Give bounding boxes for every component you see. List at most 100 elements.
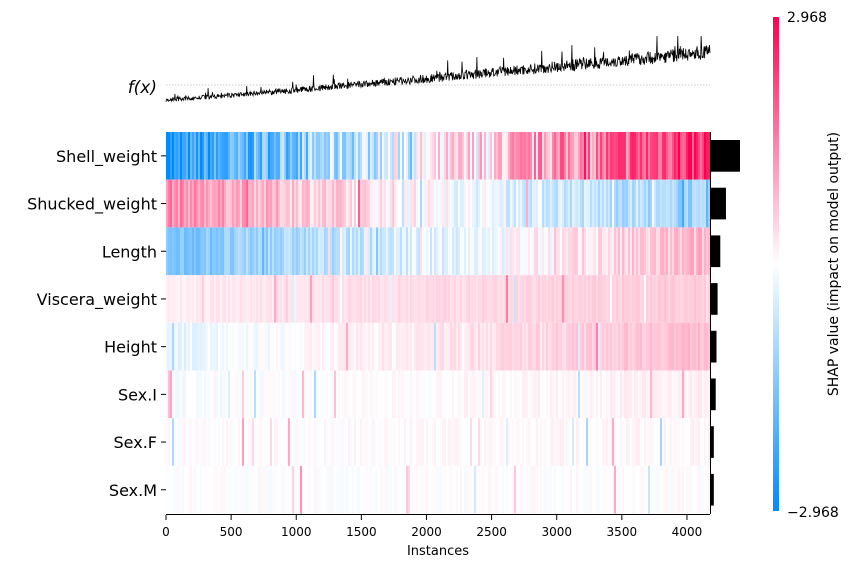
- heatmap-cell: [592, 227, 595, 276]
- heatmap-cell: [696, 132, 699, 180]
- heatmap-cell: [700, 132, 703, 180]
- heatmap-cell: [646, 227, 649, 276]
- heatmap-cell: [222, 418, 225, 466]
- heatmap-cell: [322, 275, 325, 323]
- heatmap-cell: [550, 322, 553, 371]
- heatmap-cell: [194, 322, 197, 371]
- fx-label: f(x): [128, 78, 157, 98]
- heatmap-cell: [698, 370, 701, 419]
- heatmap-cell: [568, 370, 571, 419]
- heatmap-cell: [702, 132, 705, 180]
- heatmap-cell: [474, 275, 477, 323]
- heatmap-cell: [636, 179, 639, 228]
- heatmap-cell: [512, 370, 515, 419]
- heatmap-cell: [648, 370, 651, 419]
- heatmap-cell: [258, 418, 261, 466]
- heatmap-cell: [188, 179, 191, 228]
- heatmap-cell: [614, 322, 617, 371]
- heatmap-cell: [548, 418, 551, 466]
- heatmap-cell: [390, 179, 393, 228]
- heatmap-cell: [536, 322, 539, 371]
- heatmap-cell: [416, 322, 419, 371]
- heatmap-cell: [524, 465, 527, 514]
- heatmap-cell: [284, 322, 287, 371]
- heatmap-cell: [210, 227, 213, 276]
- heatmap-cell: [670, 179, 673, 228]
- heatmap-cell: [598, 275, 601, 323]
- heatmap-cell: [586, 132, 589, 180]
- heatmap-cell: [474, 179, 477, 228]
- heatmap-cell: [170, 370, 173, 419]
- heatmap-cell: [366, 418, 369, 466]
- heatmap-cell: [576, 465, 579, 514]
- heatmap-cell: [706, 370, 709, 419]
- heatmap-cell: [652, 179, 655, 228]
- heatmap-cell: [518, 132, 521, 180]
- heatmap-cell: [630, 179, 633, 228]
- heatmap-cell: [452, 322, 455, 371]
- heatmap-cell: [682, 418, 685, 466]
- heatmap-cell: [662, 370, 665, 419]
- heatmap-cell: [470, 465, 473, 514]
- heatmap-cell: [190, 322, 193, 371]
- heatmap-cell: [576, 370, 579, 419]
- heatmap-cell: [628, 322, 631, 371]
- heatmap-cell: [616, 418, 619, 466]
- heatmap-cell: [276, 322, 279, 371]
- heatmap-cell: [330, 132, 333, 180]
- heatmap-cell: [464, 322, 467, 371]
- heatmap-cell: [356, 465, 359, 514]
- heatmap-cell: [664, 465, 667, 514]
- heatmap-cell: [368, 370, 371, 419]
- heatmap-cell: [558, 322, 561, 371]
- heatmap-cell: [570, 465, 573, 514]
- heatmap-cell: [504, 275, 507, 323]
- heatmap-cell: [288, 370, 291, 419]
- heatmap-cell: [170, 227, 173, 276]
- heatmap-cell: [618, 418, 621, 466]
- fx-panel: f(x): [128, 35, 711, 103]
- heatmap-cell: [336, 322, 339, 371]
- heatmap-cell: [458, 132, 461, 180]
- x-axis: 0 500 1000 1500 2000 2500 3000 3500 4000 Instanc…: [162, 514, 710, 559]
- heatmap-cell: [230, 370, 233, 419]
- heatmap-cell: [330, 227, 333, 276]
- heatmap-cell: [376, 418, 379, 466]
- heatmap-cell: [376, 370, 379, 419]
- heatmap-cell: [556, 227, 559, 276]
- heatmap-cell: [590, 322, 593, 371]
- heatmap-cell: [306, 179, 309, 228]
- heatmap-cell: [502, 132, 505, 180]
- heatmap-cell: [202, 322, 205, 371]
- heatmap-cell: [348, 179, 351, 228]
- heatmap-cell: [208, 275, 211, 323]
- heatmap-cell: [572, 322, 575, 371]
- heatmap-cell: [454, 322, 457, 371]
- heatmap-cell: [186, 179, 189, 228]
- heatmap-cell: [306, 227, 309, 276]
- heatmap-cell: [368, 132, 371, 180]
- heatmap-cell: [698, 275, 701, 323]
- heatmap-cell: [484, 370, 487, 419]
- heatmap-cell: [400, 418, 403, 466]
- heatmap-cell: [578, 465, 581, 514]
- heatmap-cell: [198, 322, 201, 371]
- heatmap-cell: [552, 275, 555, 323]
- heatmap-cell: [312, 370, 315, 419]
- heatmap-cell: [268, 275, 271, 323]
- heatmap-cell: [228, 370, 231, 419]
- heatmap-cell: [672, 370, 675, 419]
- heatmap-cell: [294, 418, 297, 466]
- heatmap-cell: [548, 465, 551, 514]
- heatmap-cell: [316, 179, 319, 228]
- heatmap-cell: [214, 179, 217, 228]
- heatmap-cell: [604, 418, 607, 466]
- heatmap-cell: [694, 418, 697, 466]
- heatmap-cell: [584, 465, 587, 514]
- heatmap-cell: [392, 370, 395, 419]
- heatmap-cell: [544, 465, 547, 514]
- heatmap-cell: [544, 322, 547, 371]
- heatmap-cell: [324, 322, 327, 371]
- heatmap-cell: [200, 418, 203, 466]
- heatmap-cell: [296, 322, 299, 371]
